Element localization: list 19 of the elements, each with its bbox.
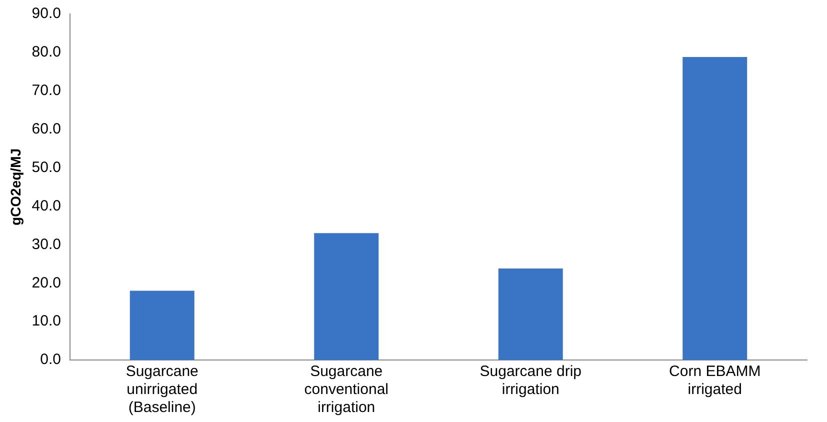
y-tick-label: 90.0 [32,5,61,22]
x-tick-label: Sugarcane conventional irrigation [304,363,388,416]
y-tick-label: 40.0 [32,197,61,214]
bar [682,57,748,360]
y-tick-label: 70.0 [32,82,61,100]
bar [130,290,194,360]
y-tick-label: 60.0 [32,120,61,138]
y-tick-label: 50.0 [32,158,61,176]
bar [498,268,563,360]
y-tick-label: 10.0 [32,312,61,330]
y-tick-label: 0.0 [40,351,61,368]
y-tick-label: 80.0 [32,44,61,61]
x-tick-label: Corn EBAMM irrigated [669,363,761,398]
x-tick-label: Sugarcane drip irrigation [480,363,582,398]
x-tick-label: Sugarcane unirrigated (Baseline) [126,363,198,416]
y-tick-label: 30.0 [32,236,61,253]
bar [314,233,379,360]
y-tick-label: 20.0 [32,274,61,292]
y-axis-title: gCO2eq/MJ [7,148,24,226]
